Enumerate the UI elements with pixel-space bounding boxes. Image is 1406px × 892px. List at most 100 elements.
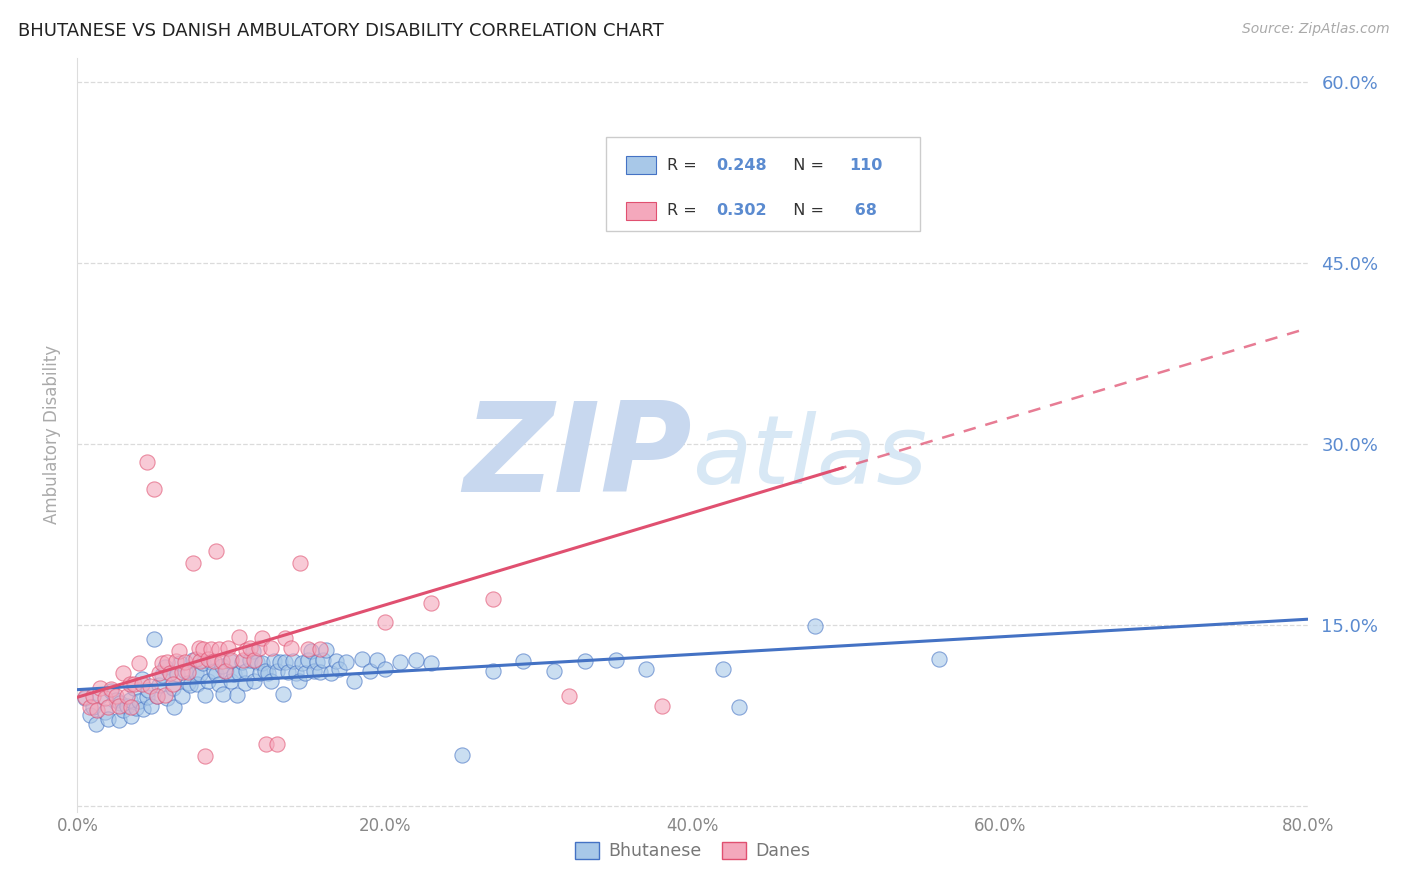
Point bbox=[104, 689, 127, 703]
Point bbox=[233, 675, 256, 690]
Point bbox=[184, 651, 207, 665]
Point bbox=[420, 657, 443, 671]
Point bbox=[214, 664, 236, 678]
Point bbox=[297, 641, 319, 656]
Point bbox=[260, 674, 283, 689]
Point bbox=[174, 655, 197, 669]
Point bbox=[79, 699, 101, 714]
Point bbox=[110, 696, 132, 710]
Point bbox=[235, 664, 257, 678]
Point bbox=[115, 698, 138, 713]
Point bbox=[366, 653, 388, 667]
FancyBboxPatch shape bbox=[626, 202, 655, 220]
Point bbox=[148, 678, 170, 692]
Point bbox=[208, 641, 231, 656]
Text: Source: ZipAtlas.com: Source: ZipAtlas.com bbox=[1241, 22, 1389, 37]
Point bbox=[651, 698, 673, 713]
Point bbox=[928, 651, 950, 665]
Point bbox=[112, 703, 135, 717]
Point bbox=[86, 703, 108, 717]
Point bbox=[558, 689, 581, 703]
Point bbox=[239, 640, 262, 655]
Text: atlas: atlas bbox=[693, 411, 928, 504]
Point bbox=[143, 632, 166, 647]
Point bbox=[249, 666, 271, 681]
Point bbox=[132, 702, 155, 716]
Point bbox=[108, 713, 131, 727]
Point bbox=[155, 691, 177, 706]
Point bbox=[543, 664, 565, 678]
Point bbox=[605, 653, 627, 667]
Text: ZIP: ZIP bbox=[464, 397, 693, 518]
Point bbox=[481, 664, 503, 678]
Point bbox=[820, 184, 842, 198]
Point bbox=[204, 667, 226, 681]
Point bbox=[153, 660, 176, 674]
Point bbox=[247, 640, 270, 655]
Point bbox=[319, 666, 342, 681]
Point bbox=[312, 653, 335, 667]
Point bbox=[215, 664, 238, 678]
Point bbox=[302, 664, 325, 678]
Point bbox=[188, 667, 212, 681]
Point bbox=[374, 662, 396, 676]
Text: N =: N = bbox=[783, 203, 830, 219]
Point bbox=[232, 653, 254, 667]
Point bbox=[197, 651, 219, 665]
Point bbox=[155, 655, 177, 669]
Text: R =: R = bbox=[666, 203, 702, 219]
Point bbox=[239, 653, 262, 667]
Point bbox=[73, 690, 96, 705]
Point bbox=[166, 667, 188, 681]
Point bbox=[250, 631, 273, 645]
Point bbox=[211, 654, 233, 668]
Point bbox=[141, 698, 163, 713]
Point bbox=[97, 699, 120, 714]
Point bbox=[636, 662, 658, 676]
Point bbox=[170, 665, 193, 679]
Point bbox=[108, 698, 131, 713]
Point bbox=[120, 699, 142, 714]
Point bbox=[420, 596, 443, 610]
Point bbox=[194, 749, 217, 764]
Point bbox=[235, 643, 257, 657]
Point bbox=[280, 640, 302, 655]
Point bbox=[128, 657, 150, 671]
Point bbox=[143, 482, 166, 496]
Point bbox=[136, 682, 159, 697]
Point bbox=[200, 641, 222, 656]
Point bbox=[266, 664, 288, 678]
Point bbox=[73, 691, 96, 706]
Point bbox=[277, 665, 299, 679]
Point bbox=[128, 694, 150, 708]
Point bbox=[297, 653, 319, 667]
FancyBboxPatch shape bbox=[606, 137, 920, 231]
Point bbox=[79, 708, 101, 723]
Point bbox=[150, 657, 173, 671]
Point bbox=[288, 674, 311, 689]
Point bbox=[118, 692, 141, 706]
Point bbox=[228, 630, 250, 644]
Point bbox=[84, 716, 107, 731]
Point bbox=[359, 664, 381, 678]
Point bbox=[197, 674, 219, 689]
Point bbox=[150, 668, 173, 682]
Text: 0.248: 0.248 bbox=[716, 158, 766, 172]
Point bbox=[89, 689, 111, 703]
Point bbox=[253, 664, 276, 678]
Point bbox=[118, 677, 141, 691]
Point bbox=[243, 653, 266, 667]
Point bbox=[256, 737, 278, 751]
Point bbox=[804, 619, 827, 633]
Point bbox=[212, 687, 235, 701]
Point bbox=[148, 666, 170, 681]
Point bbox=[120, 709, 142, 723]
Point bbox=[219, 653, 242, 667]
Point bbox=[159, 666, 181, 681]
Point bbox=[97, 712, 120, 726]
Point bbox=[167, 644, 190, 658]
Point bbox=[299, 644, 322, 658]
Point bbox=[174, 664, 197, 678]
Point bbox=[115, 689, 138, 703]
Point bbox=[193, 657, 215, 671]
